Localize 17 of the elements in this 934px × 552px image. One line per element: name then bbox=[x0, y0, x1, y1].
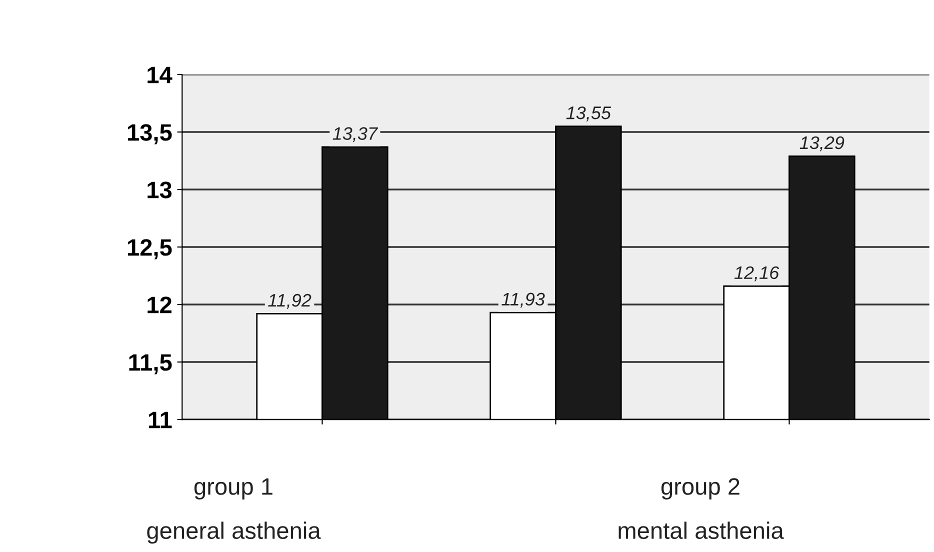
y-tick-label: 13,5 bbox=[128, 124, 172, 144]
data-label: 12,16 bbox=[734, 266, 780, 282]
y-tick-label: 14 bbox=[148, 66, 172, 84]
text: mental asthenia bbox=[618, 522, 784, 540]
y-tick-label: 11 bbox=[148, 412, 172, 428]
data-label: 11,93 bbox=[502, 292, 545, 308]
y-tick-label: 12 bbox=[148, 296, 172, 314]
y-tick-label: 11,5 bbox=[129, 354, 172, 374]
data-label: 13,55 bbox=[566, 106, 612, 122]
text: general asthenia bbox=[147, 522, 321, 544]
text: group 2 bbox=[661, 478, 740, 500]
y-tick-label: 12,5 bbox=[128, 239, 172, 260]
text: group 1 bbox=[194, 478, 272, 500]
y-tick-label: 13 bbox=[148, 182, 172, 198]
data-label: 11,92 bbox=[268, 294, 312, 309]
data-label: 13,29 bbox=[800, 136, 844, 152]
data-label: 13,37 bbox=[332, 127, 378, 142]
